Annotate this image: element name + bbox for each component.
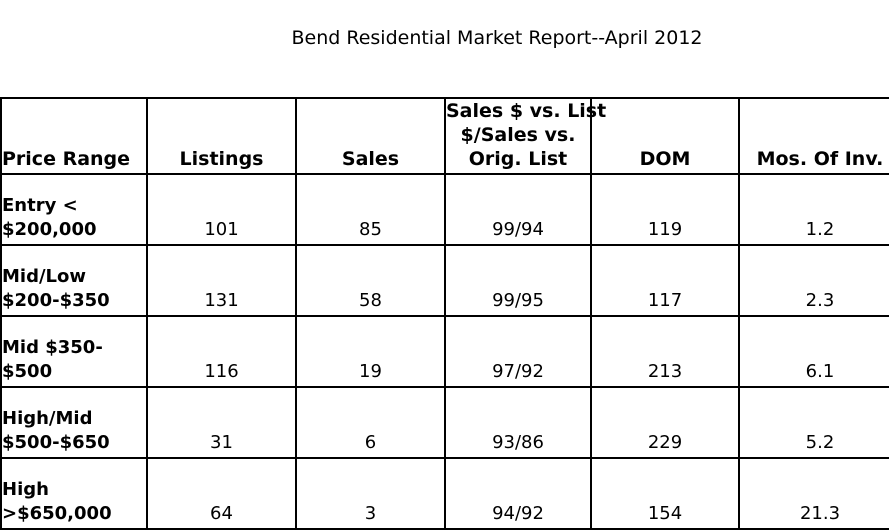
price-range-line2: $200,000 (2, 219, 97, 240)
sales-vs-list-cell: 99/94 (444, 173, 592, 246)
table-row: High/Mid $500-$650 31 6 93/86 229 5.2 (0, 386, 889, 459)
dom-cell: 154 (590, 457, 740, 530)
mos-of-inv-cell: 21.3 (738, 457, 889, 530)
dom-cell: 229 (590, 386, 740, 459)
header-sales: Sales (295, 97, 446, 175)
sales-cell: 58 (295, 244, 446, 317)
header-sales-vs-list-line1: Sales $ vs. List (446, 100, 607, 122)
table-row: Mid/Low $200-$350 131 58 99/95 117 2.3 (0, 244, 889, 317)
price-range-line1: Mid $350- (2, 337, 103, 358)
listings-cell: 131 (146, 244, 297, 317)
header-mos-of-inv: Mos. Of Inv. (738, 97, 889, 175)
header-listings: Listings (146, 97, 297, 175)
sales-cell: 85 (295, 173, 446, 246)
listings-cell: 64 (146, 457, 297, 530)
sales-vs-list-cell: 93/86 (444, 386, 592, 459)
table-row: High >$650,000 64 3 94/92 154 21.3 (0, 457, 889, 530)
header-price-range: Price Range (0, 97, 148, 175)
price-range-cell: Mid $350- $500 (0, 315, 148, 388)
market-report-table: Price Range Listings Sales Sales $ vs. L… (0, 97, 889, 530)
price-range-cell: Mid/Low $200-$350 (0, 244, 148, 317)
mos-of-inv-cell: 1.2 (738, 173, 889, 246)
dom-cell: 117 (590, 244, 740, 317)
price-range-line2: >$650,000 (2, 503, 112, 524)
header-dom: DOM (590, 97, 740, 175)
price-range-cell: High >$650,000 (0, 457, 148, 530)
dom-cell: 213 (590, 315, 740, 388)
listings-cell: 116 (146, 315, 297, 388)
price-range-line2: $500 (2, 361, 53, 382)
sales-vs-list-cell: 97/92 (444, 315, 592, 388)
sales-cell: 6 (295, 386, 446, 459)
table-row: Entry < $200,000 101 85 99/94 119 1.2 (0, 173, 889, 246)
report-title: Bend Residential Market Report--April 20… (291, 27, 703, 49)
header-sales-vs-list-line3: Orig. List (468, 148, 568, 170)
mos-of-inv-cell: 2.3 (738, 244, 889, 317)
price-range-line2: $200-$350 (2, 290, 110, 311)
sales-vs-list-cell: 99/95 (444, 244, 592, 317)
mos-of-inv-cell: 6.1 (738, 315, 889, 388)
listings-cell: 101 (146, 173, 297, 246)
price-range-cell: High/Mid $500-$650 (0, 386, 148, 459)
sales-vs-list-cell: 94/92 (444, 457, 592, 530)
price-range-line1: High/Mid (2, 408, 93, 429)
header-sales-vs-list-line2: $/Sales vs. (460, 124, 576, 146)
sales-cell: 3 (295, 457, 446, 530)
price-range-line1: Mid/Low (2, 266, 87, 287)
price-range-cell: Entry < $200,000 (0, 173, 148, 246)
table-header-row: Price Range Listings Sales Sales $ vs. L… (0, 97, 889, 175)
dom-cell: 119 (590, 173, 740, 246)
listings-cell: 31 (146, 386, 297, 459)
sales-cell: 19 (295, 315, 446, 388)
price-range-line2: $500-$650 (2, 432, 110, 453)
table-row: Mid $350- $500 116 19 97/92 213 6.1 (0, 315, 889, 388)
header-sales-vs-list: Sales $ vs. List $/Sales vs. Orig. List (444, 97, 607, 175)
mos-of-inv-cell: 5.2 (738, 386, 889, 459)
price-range-line1: Entry < (2, 195, 78, 216)
price-range-line1: High (2, 479, 49, 500)
